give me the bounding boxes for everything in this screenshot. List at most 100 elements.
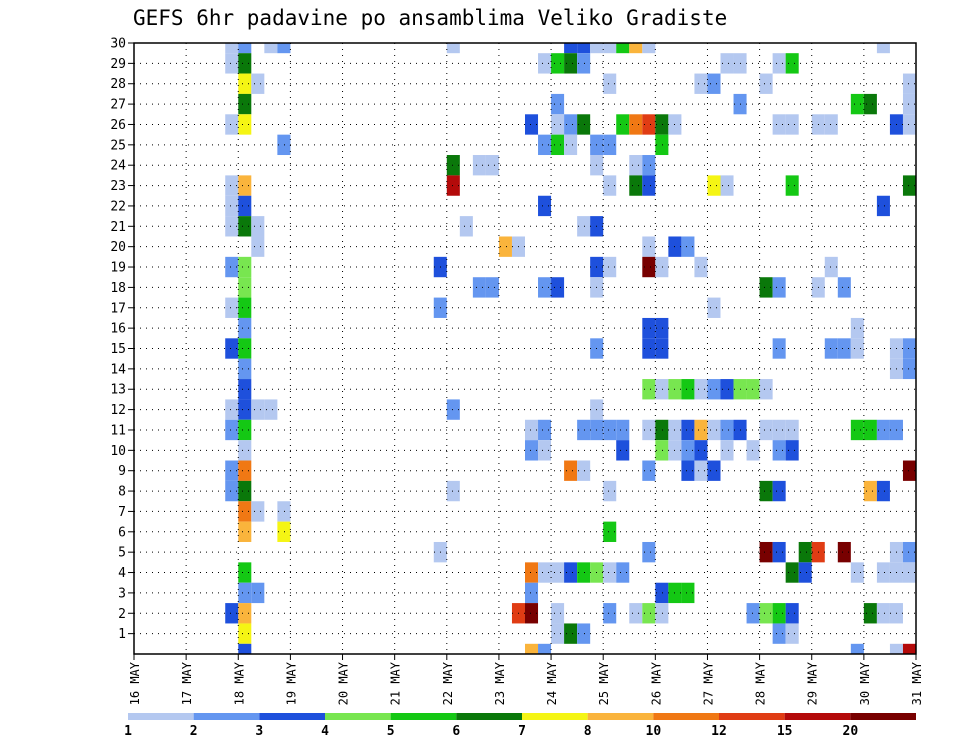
heatmap-cell (538, 277, 552, 298)
heatmap-cell (655, 582, 669, 604)
heatmap-cell (238, 460, 252, 481)
heatmap-cell (681, 379, 695, 400)
y-tick-label: 4 (118, 566, 126, 581)
y-tick-label: 22 (110, 199, 126, 214)
heatmap-cell (238, 317, 252, 339)
heatmap-cell (225, 43, 239, 54)
heatmap-cell (577, 53, 591, 74)
heatmap-cell (902, 338, 916, 359)
heatmap-cell (694, 440, 708, 461)
heatmap-cell (277, 43, 291, 54)
heatmap-cell (876, 603, 890, 624)
y-tick-label: 16 (110, 322, 126, 337)
heatmap-cell (564, 134, 578, 156)
heatmap-cell (785, 623, 799, 644)
heatmap-cell (863, 603, 877, 624)
heatmap-cell (876, 562, 890, 583)
heatmap-cell (759, 73, 773, 94)
heatmap-cell (642, 338, 656, 359)
heatmap-cell (446, 480, 460, 502)
heatmap-cell (238, 562, 252, 583)
heatmap-cell (551, 603, 565, 624)
heatmap-cell (902, 175, 916, 196)
legend-swatch (587, 713, 654, 720)
heatmap-cell (785, 53, 799, 74)
heatmap-cell (720, 440, 734, 461)
heatmap-cell (564, 43, 578, 54)
heatmap-cell (603, 521, 617, 542)
heatmap-cell (577, 460, 591, 481)
heatmap-cell (655, 256, 669, 278)
heatmap-cell (681, 236, 695, 257)
heatmap-cell (538, 643, 552, 654)
y-tick-label: 25 (110, 138, 126, 153)
legend-swatch (456, 713, 522, 720)
heatmap-cell (577, 623, 591, 644)
heatmap-cell (694, 379, 708, 400)
heatmap-cell (642, 317, 656, 339)
y-tick-label: 2 (118, 607, 126, 622)
heatmap-cell (720, 419, 734, 441)
heatmap-cell (525, 440, 539, 461)
heatmap-cell (772, 419, 786, 441)
heatmap-cell (577, 114, 591, 135)
heatmap-cell (759, 419, 773, 441)
y-tick-label: 18 (110, 281, 126, 296)
heatmap-cell (876, 480, 890, 502)
heatmap-cell (225, 603, 239, 624)
heatmap-cell (538, 134, 552, 156)
heatmap-cell (772, 53, 786, 74)
heatmap-cell (238, 195, 252, 217)
heatmap-cell (655, 114, 669, 135)
heatmap-cell (603, 562, 617, 583)
x-tick-label: 27 MAY (701, 661, 715, 705)
y-tick-label: 27 (110, 98, 126, 113)
y-tick-label: 14 (110, 362, 126, 377)
y-tick-label: 10 (110, 444, 126, 459)
heatmap-cell (238, 73, 252, 94)
legend-swatch (719, 713, 785, 720)
heatmap-cell (238, 277, 252, 298)
heatmap-cell (525, 643, 539, 654)
heatmap-cell (225, 480, 239, 502)
y-tick-label: 24 (110, 159, 126, 174)
heatmap-cell (850, 562, 864, 583)
heatmap-cell (902, 460, 916, 481)
heatmap-cell (642, 603, 656, 624)
heatmap-cell (238, 419, 252, 441)
heatmap-cell (551, 277, 565, 298)
heatmap-cell (876, 43, 890, 54)
heatmap-cell (603, 419, 617, 441)
y-axis: 1234567891011121314151617181920212223242… (110, 37, 134, 642)
y-tick-label: 7 (118, 505, 126, 520)
heatmap-cell (538, 562, 552, 583)
x-tick-label: 17 MAY (180, 661, 194, 705)
y-tick-label: 6 (118, 525, 126, 540)
heatmap-cell (798, 562, 812, 583)
heatmap-cell (642, 43, 656, 54)
legend-label: 15 (777, 724, 793, 739)
y-tick-label: 19 (110, 261, 126, 276)
heatmap-cell (681, 582, 695, 604)
heatmap-cell (746, 603, 760, 624)
heatmap-cell (902, 73, 916, 94)
x-tick-label: 28 MAY (754, 661, 768, 705)
heatmap-cell (238, 603, 252, 624)
y-tick-label: 3 (118, 586, 126, 601)
heatmap-cell (746, 379, 760, 400)
heatmap-cell (225, 53, 239, 74)
heatmap-cell (577, 562, 591, 583)
heatmap-cell (238, 358, 252, 380)
heatmap-cell (251, 73, 265, 94)
heatmap-cell (837, 338, 851, 359)
heatmap-cell (629, 155, 643, 176)
heatmap-cell (577, 43, 591, 54)
heatmap-cell (772, 114, 786, 135)
heatmap-cell (603, 603, 617, 624)
heatmap-cell (485, 277, 499, 298)
heatmap-cell (850, 317, 864, 339)
heatmap-cell (616, 114, 630, 135)
heatmap-cell (238, 43, 252, 54)
heatmap-cell (850, 419, 864, 441)
legend-swatch (784, 713, 851, 720)
